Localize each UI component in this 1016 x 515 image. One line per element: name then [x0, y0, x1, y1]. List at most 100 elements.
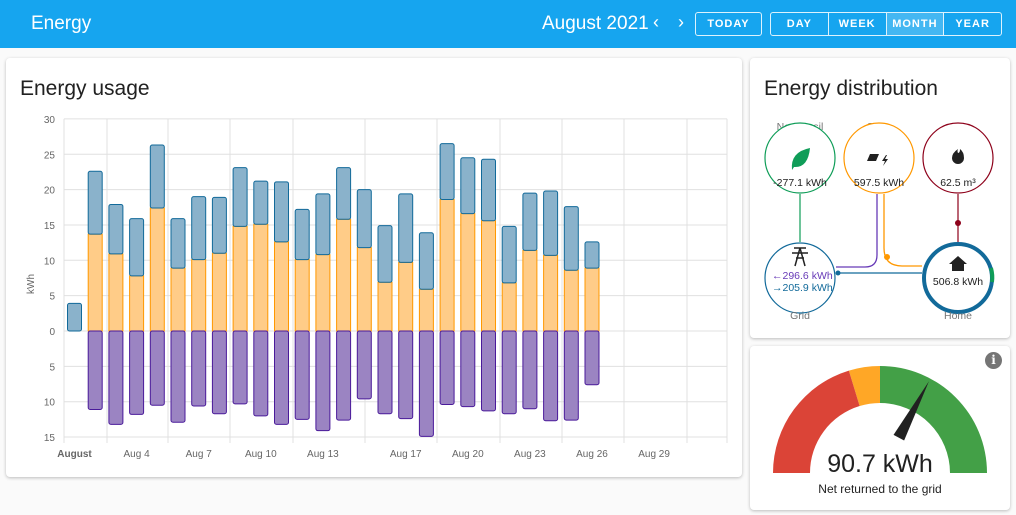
bar-grid-consumption	[274, 181, 289, 243]
y-tick-label: 0	[49, 327, 55, 338]
bar-grid-consumption	[67, 302, 82, 332]
x-tick-label: Aug 13	[307, 449, 339, 460]
bar-grid-consumption	[522, 192, 538, 251]
bar-grid-consumption	[356, 189, 372, 249]
y-tick-label: 30	[44, 115, 56, 126]
bar-grid-return	[460, 330, 476, 408]
bar-solar	[336, 218, 352, 332]
bar-grid-return	[398, 330, 414, 420]
bar-grid-return	[501, 330, 517, 415]
bar-grid-consumption	[294, 208, 310, 261]
bar-grid-consumption	[211, 196, 227, 254]
bar-grid-return	[232, 330, 248, 405]
bar-grid-return	[87, 330, 103, 410]
range-week-button[interactable]: WEEK	[829, 13, 887, 35]
bar-solar	[274, 241, 289, 332]
bar-grid-return	[418, 330, 434, 437]
period-label: August 2021	[542, 13, 649, 34]
bar-grid-return	[108, 330, 124, 425]
bar-grid-consumption	[315, 193, 331, 256]
x-tick-label: Aug 7	[186, 449, 213, 460]
x-tick-label: Aug 23	[514, 449, 546, 460]
bar-grid-return	[253, 330, 269, 417]
range-day-button[interactable]: DAY	[771, 13, 829, 35]
bar-grid-consumption	[543, 190, 559, 256]
x-tick-label: Aug 26	[576, 449, 608, 460]
range-year-button[interactable]: YEAR	[955, 18, 990, 30]
bar-grid-return	[129, 330, 145, 415]
bar-solar	[315, 254, 331, 332]
bar-solar	[149, 207, 165, 332]
bar-grid-consumption	[336, 167, 352, 220]
info-icon[interactable]: i	[985, 352, 1002, 369]
bar-solar	[129, 275, 145, 332]
bar-solar	[356, 247, 372, 332]
bar-grid-return	[274, 330, 289, 425]
bar-grid-consumption	[460, 157, 476, 215]
y-tick-label: 10	[44, 256, 56, 267]
bar-solar	[170, 267, 186, 332]
bar-grid-consumption	[129, 218, 145, 277]
bar-solar	[439, 198, 455, 332]
x-tick-label: Aug 29	[638, 449, 670, 460]
energy-distribution-card: Energy distribution	[750, 58, 1010, 338]
bar-solar	[253, 223, 269, 332]
bar-grid-consumption	[481, 158, 496, 222]
energy-usage-card: Energy usage	[6, 58, 742, 477]
y-tick-label: 5	[49, 292, 55, 303]
bar-grid-consumption	[191, 196, 207, 261]
bar-solar	[377, 281, 393, 332]
x-tick-label: August	[57, 449, 92, 460]
bar-solar	[294, 259, 310, 332]
bar-grid-consumption	[418, 232, 434, 290]
x-tick-label: Aug 4	[124, 449, 151, 460]
bar-solar	[501, 282, 517, 332]
bar-solar	[398, 261, 414, 332]
bar-grid-consumption	[108, 203, 124, 255]
bar-grid-consumption	[87, 170, 103, 235]
card-title: Energy distribution	[764, 77, 938, 100]
y-tick-label: 25	[44, 150, 56, 161]
bar-grid-return	[377, 330, 393, 415]
chevron-left-icon[interactable]: ‹	[653, 12, 659, 32]
bar-solar	[87, 233, 103, 332]
bar-solar	[563, 269, 579, 332]
bar-grid-consumption	[377, 225, 393, 283]
card-title: Energy usage	[20, 77, 150, 100]
bar-solar	[232, 225, 248, 332]
bar-grid-consumption	[584, 241, 600, 269]
today-button[interactable]: TODAY	[695, 12, 762, 36]
bar-grid-return	[543, 330, 559, 422]
bar-solar	[211, 252, 227, 332]
top-bar: Energy August 2021 ‹ › TODAY DAY WEEK MO…	[0, 0, 1016, 48]
bar-grid-consumption	[439, 143, 455, 200]
bar-grid-return	[191, 330, 207, 407]
bar-grid-return	[563, 330, 579, 421]
range-selector: DAY WEEK MONTH YEAR	[770, 12, 1002, 36]
bar-solar	[584, 267, 600, 332]
y-tick-label: 15	[44, 221, 56, 232]
y-axis-label: kWh	[26, 274, 37, 294]
bar-grid-return	[584, 330, 600, 386]
bar-grid-consumption	[563, 206, 579, 271]
y-tick-label: 5	[49, 362, 55, 373]
bar-grid-consumption	[232, 167, 248, 227]
bar-grid-return	[336, 330, 352, 421]
bar-grid-return	[294, 330, 310, 420]
bar-solar	[191, 259, 207, 332]
bar-solar	[522, 249, 538, 332]
chevron-right-icon[interactable]: ›	[678, 12, 684, 32]
bar-grid-return	[439, 330, 455, 406]
y-tick-label: 20	[44, 186, 56, 197]
x-tick-label: Aug 17	[390, 449, 422, 460]
bar-solar	[543, 254, 559, 332]
y-tick-label: 15	[44, 433, 56, 444]
net-return-gauge-card: i	[750, 346, 1010, 510]
bar-grid-return	[315, 330, 331, 432]
bar-grid-return	[211, 330, 227, 415]
bar-grid-return	[481, 330, 496, 412]
range-month-button[interactable]: MONTH	[886, 13, 945, 35]
bar-grid-consumption	[149, 144, 165, 209]
bar-grid-return	[170, 330, 186, 423]
